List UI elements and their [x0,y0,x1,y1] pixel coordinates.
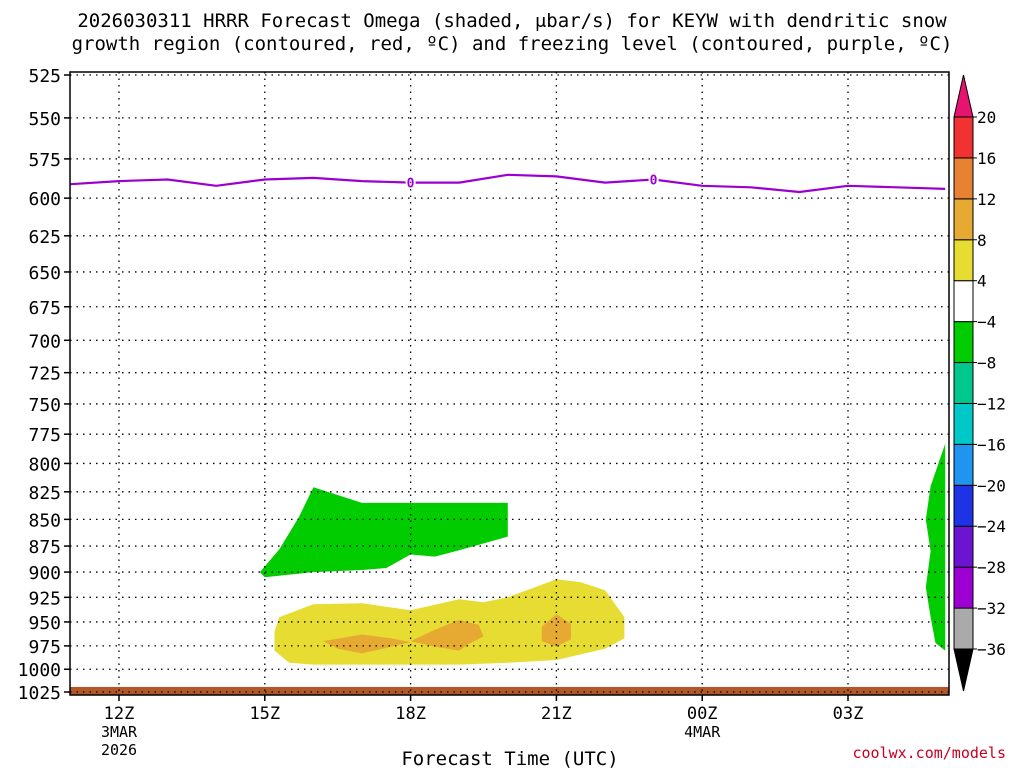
y-tick-label: 850 [28,510,61,531]
colorbar-box [953,157,974,200]
x-tick-label: 15Z [249,704,280,724]
colorbar-bottom-arrow [953,648,974,692]
y-tick-label: 1000 [18,660,61,681]
freezing-level-line [70,173,946,194]
y-tick-label: 550 [28,109,61,130]
colorbar-box [953,198,974,241]
x-tick-label: 03Z [833,704,864,724]
chart-title-line-2: growth region (contoured, red, ºC) and f… [71,33,953,55]
plot-frame [69,71,950,696]
y-tick-label: 575 [28,150,61,171]
y-tick-label: 750 [28,395,61,416]
colorbar-box [953,280,974,323]
freezing-level-label-bg [405,174,416,189]
y-tick-label: 525 [28,66,61,87]
omega-region-4 [410,620,484,651]
x-tick-label: 00Z [687,704,718,724]
colorbar-label: 16 [977,149,996,168]
omega-region-3 [323,634,411,654]
omega-regions [259,443,946,665]
colorbar-box [953,525,974,568]
y-tick-label: 600 [28,189,61,210]
x-tick-sublabel: 4MAR [684,723,721,741]
colorbar-box [953,239,974,282]
freezing-level-label: 0 [650,174,658,189]
colorbar-box [953,607,974,650]
colorbar-box [953,566,974,609]
colorbar-box [953,402,974,445]
y-axis: 525 550 575 600 625 650 675 700 725 750 775 800 825 8… [18,66,70,704]
x-tick-label: 12Z [104,704,135,724]
y-tick-label: 875 [28,537,61,558]
colorbar-label: 20 [977,108,996,127]
colorbar-label: −24 [977,517,1006,536]
colorbar-label: −20 [977,476,1006,495]
x-tick-sublabel: 2026 [101,741,137,759]
y-tick-label: 1025 [18,683,61,704]
y-tick-label: 650 [28,263,61,284]
y-tick-label: 925 [28,588,61,609]
omega-region-0 [259,487,508,578]
freezing-level-label-bg [648,171,659,186]
y-tick-label: 825 [28,483,61,504]
omega-region-5 [541,614,571,647]
y-tick-label: 775 [28,425,61,446]
x-tick-sublabel: 3MAR [101,723,138,741]
colorbar-label: −4 [977,313,996,332]
surface-band [70,686,949,695]
colorbar: −36 −32 −28 −24 −20 −16 −12 −8 −4 4 8 12 16 20 [953,74,1006,692]
chart-title-line-1: 2026030311 HRRR Forecast Omega (shaded, … [77,10,947,32]
surface-band-fill [70,686,949,695]
colorbar-box [953,484,974,527]
y-tick-label: 900 [28,563,61,584]
colorbar-label: 12 [977,190,996,209]
freezing-level-label: 0 [407,177,415,192]
colorbar-label: −8 [977,354,996,373]
colorbar-top-arrow [953,74,974,118]
watermark-text: coolwx.com/models [852,744,1006,762]
colorbar-label: −16 [977,435,1006,454]
x-tick-label: 21Z [541,704,572,724]
y-tick-label: 625 [28,227,61,248]
colorbar-label: −12 [977,394,1006,413]
colorbar-box [953,362,974,404]
y-tick-label: 975 [28,637,61,658]
omega-region-1 [925,443,946,651]
y-tick-label: 675 [28,298,61,319]
colorbar-label: −32 [977,599,1006,618]
y-tick-label: 725 [28,364,61,385]
colorbar-box [953,443,974,486]
x-axis-label: Forecast Time (UTC) [401,748,618,768]
colorbar-label: −36 [977,640,1006,659]
colorbar-label: 8 [977,231,987,250]
colorbar-box [953,116,974,159]
y-tick-label: 700 [28,331,61,352]
y-tick-label: 800 [28,454,61,475]
colorbar-label: −28 [977,558,1006,577]
colorbar-label: 4 [977,272,987,291]
x-tick-label: 18Z [395,704,426,724]
colorbar-box [953,321,974,364]
y-tick-label: 950 [28,613,61,634]
